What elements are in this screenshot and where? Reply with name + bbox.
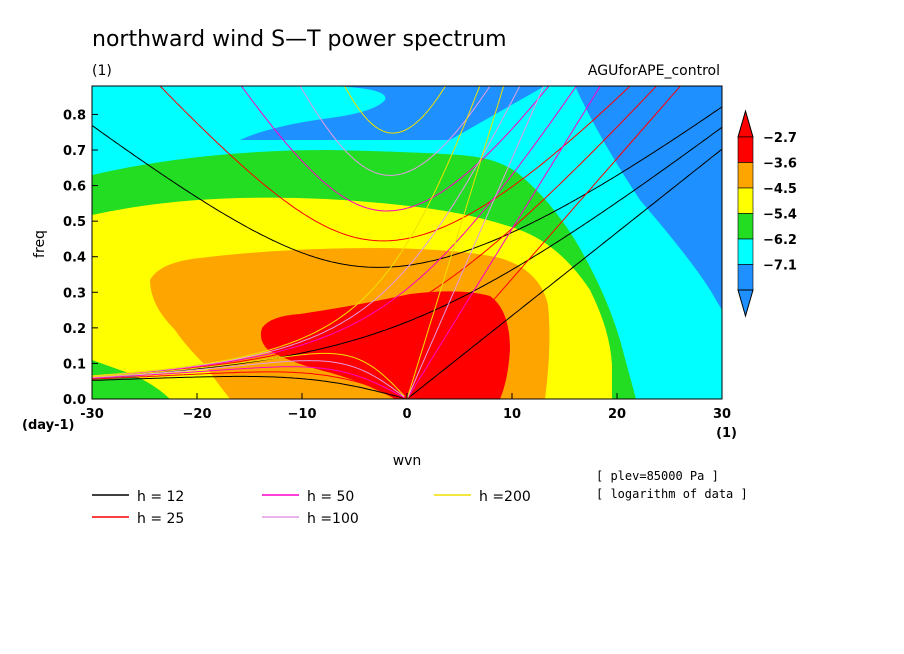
- colorbar-label: −3.6: [763, 157, 797, 172]
- x-tick-label: -30: [80, 407, 104, 422]
- inertia-gravity-curve: [240, 86, 550, 212]
- rossby-curve: [92, 371, 405, 399]
- y-tick-label: 0.1: [63, 357, 86, 372]
- y-tick-label: 0.8: [63, 108, 86, 123]
- kelvin-curve: [406, 86, 545, 399]
- y-tick-label: 0.2: [63, 322, 86, 337]
- kelvin-curve: [406, 148, 722, 399]
- x-axis: -30 −20 −10 0 10 20 30: [80, 393, 731, 422]
- legend-label: h = 12: [137, 489, 184, 505]
- colorbar-label: −2.7: [763, 131, 797, 146]
- colorbar-top-arrow: [737, 109, 754, 138]
- kelvin-curve: [406, 86, 682, 399]
- y-axis-label: freq: [32, 230, 48, 258]
- x-tick-label: 10: [503, 407, 521, 422]
- x-axis-label: wvn: [393, 453, 422, 469]
- colorbar-bottom-arrow: [737, 289, 754, 318]
- chart-subtitle-right: AGUforAPE_control: [588, 63, 720, 79]
- legend-label: h =200: [479, 489, 531, 505]
- x-tick-label: −10: [288, 407, 317, 422]
- x-tick-label: 20: [608, 407, 626, 422]
- colorbar-swatch: [737, 136, 754, 163]
- y-tick-label: 0.4: [63, 251, 86, 266]
- kelvin-curve: [406, 86, 601, 399]
- dispersion-curves: [92, 86, 722, 399]
- colorbar: −2.7 −3.6 −4.5 −5.4 −6.2 −7.1: [737, 109, 797, 318]
- y-tick-label: 0.6: [63, 180, 86, 195]
- legend-label: h = 25: [137, 511, 184, 527]
- inertia-gravity-curve: [344, 86, 447, 134]
- inertia-gravity-curve: [299, 86, 491, 176]
- rossby-curve: [92, 360, 405, 398]
- colorbar-label: −6.2: [763, 233, 797, 248]
- y-tick-label: 0.7: [63, 144, 86, 159]
- rossby-curve: [92, 375, 405, 399]
- rossby-curve: [92, 352, 405, 397]
- colorbar-label: −4.5: [763, 182, 797, 197]
- plot-area: [92, 86, 722, 399]
- colorbar-swatch: [737, 187, 754, 214]
- y-axis-unit: (day-1): [22, 418, 74, 433]
- y-tick-label: 0.3: [63, 286, 86, 301]
- y-axis: 0.0 0.1 0.2 0.3 0.4 0.5 0.6 0.7 0.8: [63, 108, 98, 408]
- mixed-rossby-gravity-curve: [92, 242, 408, 377]
- contour-band-3.6: [260, 291, 510, 399]
- colorbar-swatch: [737, 162, 754, 189]
- kelvin-curve: [406, 86, 505, 399]
- legend-label: h =100: [307, 511, 359, 527]
- y-tick-label: 0.5: [63, 215, 86, 230]
- note-logarithm: [ logarithm of data ]: [596, 487, 748, 501]
- colorbar-label: −7.1: [763, 259, 797, 274]
- mixed-rossby-gravity-curve: [406, 126, 722, 323]
- legend: h = 12 h = 25 h = 50 h =100 h =200: [92, 489, 531, 527]
- x-tick-label: 30: [713, 407, 731, 422]
- colorbar-label: −5.4: [763, 208, 797, 223]
- inertia-gravity-curve: [159, 86, 631, 242]
- mixed-rossby-gravity-curve: [406, 86, 658, 307]
- note-plev: [ plev=85000 Pa ]: [596, 469, 719, 483]
- x-axis-unit: (1): [716, 426, 737, 441]
- colorbar-swatch: [737, 264, 754, 291]
- mixed-rossby-gravity-curve: [406, 86, 577, 290]
- colorbar-swatch: [737, 213, 754, 240]
- legend-label: h = 50: [307, 489, 354, 505]
- rossby-curve: [92, 366, 405, 399]
- mixed-rossby-gravity-curve: [406, 86, 521, 269]
- inertia-gravity-curve: [92, 106, 722, 268]
- x-tick-label: 0: [402, 407, 411, 422]
- colorbar-swatch: [737, 238, 754, 265]
- y-tick-label: 0.0: [63, 393, 86, 408]
- mixed-rossby-gravity-curve: [406, 86, 481, 244]
- chart-title: northward wind S—T power spectrum: [92, 27, 507, 52]
- x-tick-label: −20: [183, 407, 212, 422]
- chart-subtitle-left: (1): [92, 63, 112, 79]
